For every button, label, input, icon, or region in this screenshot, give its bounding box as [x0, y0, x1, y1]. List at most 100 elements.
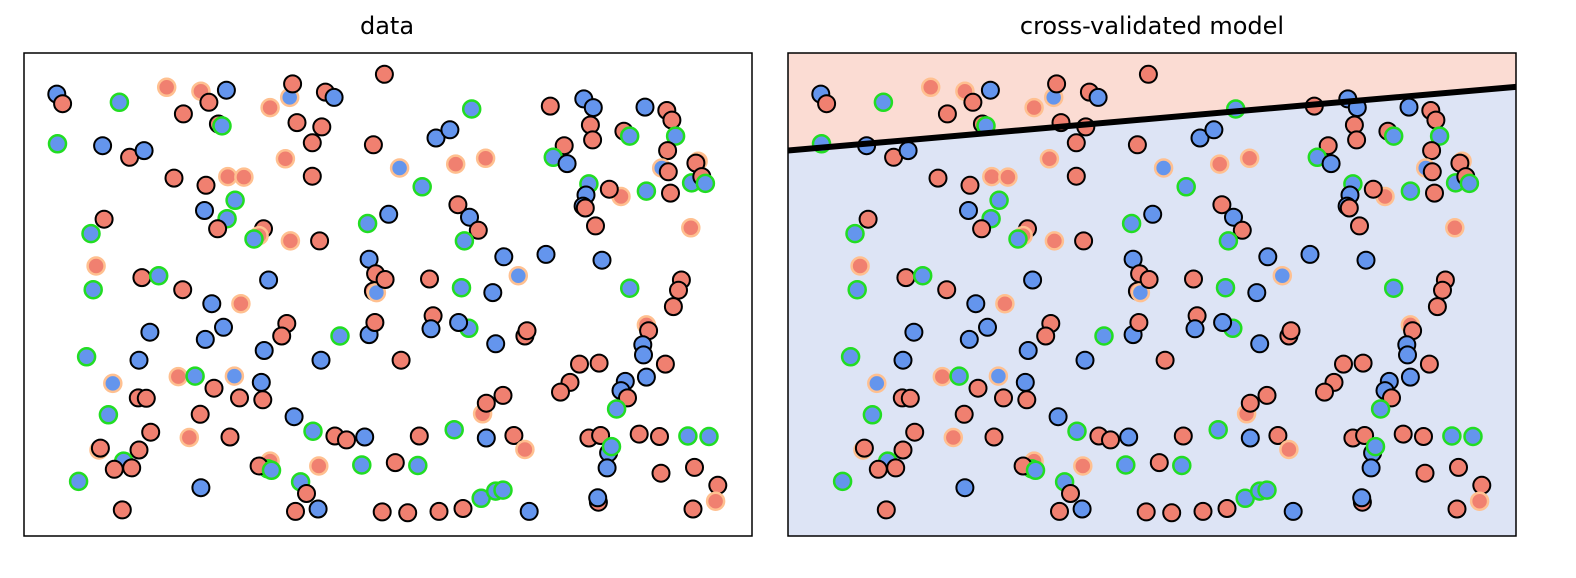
left-data-point-98	[286, 501, 305, 521]
right-data-point-2	[873, 92, 894, 113]
left-data-point-85	[129, 440, 149, 460]
left-data-point-40	[374, 64, 394, 84]
left-data-point-36	[302, 166, 322, 186]
left-data-point-47	[460, 207, 479, 227]
left-data-point-25	[218, 166, 238, 187]
left-data-point-198	[606, 399, 627, 419]
left-data-point-157	[583, 98, 603, 118]
right-data-point-178	[1350, 216, 1369, 236]
left-data-point-75	[224, 366, 245, 386]
right-data-point-34	[1044, 231, 1065, 251]
right-data-point-60	[995, 293, 1015, 314]
left-data-point-46	[448, 195, 468, 215]
right-data-point-171	[1400, 181, 1421, 201]
left-data-point-52	[94, 209, 114, 229]
right-data-point-52	[858, 209, 878, 229]
right-data-point-58	[937, 280, 957, 300]
right-axes-frame	[787, 52, 1517, 537]
left-data-point-128	[449, 313, 469, 332]
right-data-point-1	[817, 94, 837, 114]
left-data-point-111	[429, 501, 449, 521]
right-points-layer	[811, 64, 1492, 523]
right-data-point-147	[1258, 247, 1278, 267]
left-data-point-20	[93, 136, 113, 156]
right-data-point-61	[1023, 270, 1043, 290]
right-data-point-144	[1184, 269, 1203, 289]
right-data-point-74	[949, 366, 969, 386]
right-data-point-66	[959, 329, 979, 349]
data-scatter-panel	[23, 52, 753, 537]
left-data-point-42	[440, 120, 460, 140]
right-data-point-23	[928, 168, 948, 188]
right-data-point-115	[1257, 480, 1277, 500]
left-data-point-168	[658, 162, 678, 182]
right-data-point-140	[968, 378, 988, 398]
left-data-point-19	[47, 134, 68, 154]
left-data-point-23	[164, 168, 184, 188]
right-data-point-110	[1162, 503, 1182, 523]
right-data-point-7	[937, 104, 957, 124]
right-data-point-170	[1425, 183, 1444, 203]
left-data-point-80	[179, 427, 200, 448]
right-data-point-49	[1218, 231, 1239, 251]
left-data-point-48	[468, 220, 488, 240]
right-data-point-17	[1066, 133, 1086, 153]
left-data-point-81	[190, 404, 210, 424]
right-data-point-194	[1334, 354, 1353, 374]
left-data-point-146	[483, 283, 503, 303]
left-data-point-148	[508, 265, 529, 286]
right-data-point-119	[1240, 393, 1260, 413]
left-data-point-107	[409, 426, 429, 446]
right-data-point-89	[832, 471, 853, 492]
left-data-point-76	[251, 372, 271, 392]
right-data-point-57	[912, 265, 933, 286]
left-data-point-178	[586, 216, 605, 236]
left-data-point-164	[658, 141, 678, 161]
right-data-point-95	[1025, 460, 1046, 481]
right-data-point-85	[893, 440, 913, 460]
right-data-point-135	[1130, 282, 1151, 303]
right-data-point-38	[1153, 158, 1174, 178]
left-data-point-17	[302, 133, 322, 153]
right-data-point-70	[867, 373, 887, 394]
right-data-point-101	[1067, 421, 1087, 441]
left-data-point-213	[588, 488, 608, 508]
left-data-point-206	[678, 426, 698, 446]
left-data-point-147	[494, 247, 514, 267]
right-data-point-78	[862, 405, 883, 425]
right-data-point-6	[963, 92, 983, 112]
right-data-point-130	[1185, 319, 1205, 339]
right-data-point-105	[1116, 455, 1136, 475]
left-data-point-2	[109, 92, 130, 113]
right-data-point-138	[1048, 407, 1068, 427]
left-data-point-70	[103, 373, 123, 394]
left-data-point-130	[421, 319, 441, 339]
left-data-point-79	[141, 422, 161, 442]
right-data-point-184	[1383, 278, 1404, 298]
left-data-point-16	[312, 117, 332, 137]
left-data-point-41	[426, 128, 446, 148]
left-data-point-214	[683, 499, 703, 519]
right-data-point-162	[1383, 126, 1404, 146]
right-data-point-81	[954, 404, 974, 424]
right-data-point-65	[978, 317, 997, 337]
left-data-point-78	[98, 405, 119, 425]
left-data-point-6	[199, 92, 219, 112]
left-data-point-87	[122, 458, 142, 478]
right-data-point-28	[959, 201, 978, 220]
left-data-point-209	[685, 457, 704, 477]
left-data-point-202	[601, 436, 622, 457]
left-data-point-66	[195, 329, 215, 349]
right-data-point-42	[1204, 120, 1224, 140]
left-data-point-68	[129, 350, 149, 370]
right-data-point-87	[886, 458, 906, 478]
right-data-point-163	[1429, 126, 1450, 146]
right-data-point-136	[1094, 326, 1114, 346]
right-data-point-145	[1215, 277, 1236, 298]
left-data-point-72	[136, 388, 156, 408]
right-data-point-206	[1442, 426, 1462, 446]
left-data-point-34	[280, 231, 301, 251]
left-data-point-160	[662, 110, 682, 130]
left-data-point-208	[651, 463, 671, 483]
right-data-point-207	[1463, 426, 1483, 447]
